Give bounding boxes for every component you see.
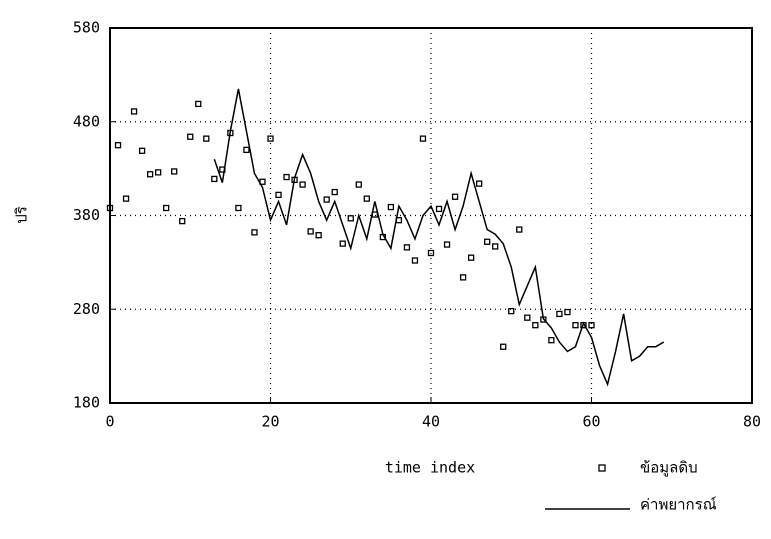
x-axis-label: time index (385, 459, 475, 477)
data-point (524, 314, 531, 321)
data-point (114, 142, 122, 149)
data-point (171, 168, 178, 175)
data-point (275, 191, 282, 199)
data-point (339, 240, 346, 247)
data-point (267, 135, 274, 142)
x-tick-label: 60 (582, 413, 600, 431)
data-point (435, 205, 443, 213)
data-point (203, 135, 210, 142)
data-point (235, 204, 242, 212)
x-tick-label: 40 (422, 413, 440, 431)
y-tick-label: 180 (73, 394, 100, 412)
data-point (588, 322, 595, 329)
data-point (500, 343, 507, 350)
data-point (387, 203, 395, 211)
data-point (163, 204, 170, 212)
data-point (427, 249, 435, 257)
data-point (459, 274, 467, 281)
data-point (556, 310, 563, 318)
data-point (331, 188, 338, 196)
data-point (106, 204, 114, 212)
data-point (347, 215, 354, 222)
data-point (532, 322, 539, 329)
data-point (363, 195, 370, 202)
y-tick-label: 480 (73, 112, 100, 130)
data-point (187, 133, 194, 140)
data-point (130, 108, 138, 115)
data-point (154, 169, 162, 176)
x-tick-label: 0 (105, 413, 114, 431)
data-point (307, 228, 314, 235)
data-point (492, 243, 499, 250)
y-tick-label: 580 (73, 19, 100, 37)
data-point (467, 254, 475, 261)
data-point (122, 195, 130, 202)
y-tick-label: 280 (73, 300, 100, 318)
y-axis-label: ปริ (13, 206, 31, 224)
data-point (243, 146, 250, 154)
data-point (179, 217, 186, 225)
y-tick-label: 380 (73, 206, 100, 224)
data-point (323, 196, 330, 203)
forecast-line (213, 88, 665, 387)
data-point (283, 173, 290, 181)
data-point (516, 226, 523, 233)
data-point (211, 175, 218, 183)
data-point (411, 257, 419, 264)
data-point (251, 229, 258, 236)
data-point (548, 337, 555, 344)
data-point (403, 244, 411, 251)
data-point (564, 308, 571, 316)
data-point (315, 232, 322, 239)
data-point (508, 307, 515, 315)
data-point (299, 181, 306, 188)
x-tick-label: 20 (261, 413, 279, 431)
data-point (195, 100, 202, 108)
data-point (475, 180, 483, 187)
data-point (355, 181, 362, 188)
legend-marker (598, 464, 606, 472)
data-point (138, 147, 146, 154)
legend-label: ข้อมูลดิบ (640, 459, 698, 477)
data-point (572, 322, 579, 329)
x-tick-label: 80 (743, 413, 761, 431)
data-point (443, 241, 451, 248)
data-point (451, 193, 459, 200)
data-point (484, 238, 491, 245)
data-point (419, 135, 427, 142)
legend-label: ค่าพยากรณ์ (640, 496, 717, 514)
data-point (146, 171, 154, 178)
